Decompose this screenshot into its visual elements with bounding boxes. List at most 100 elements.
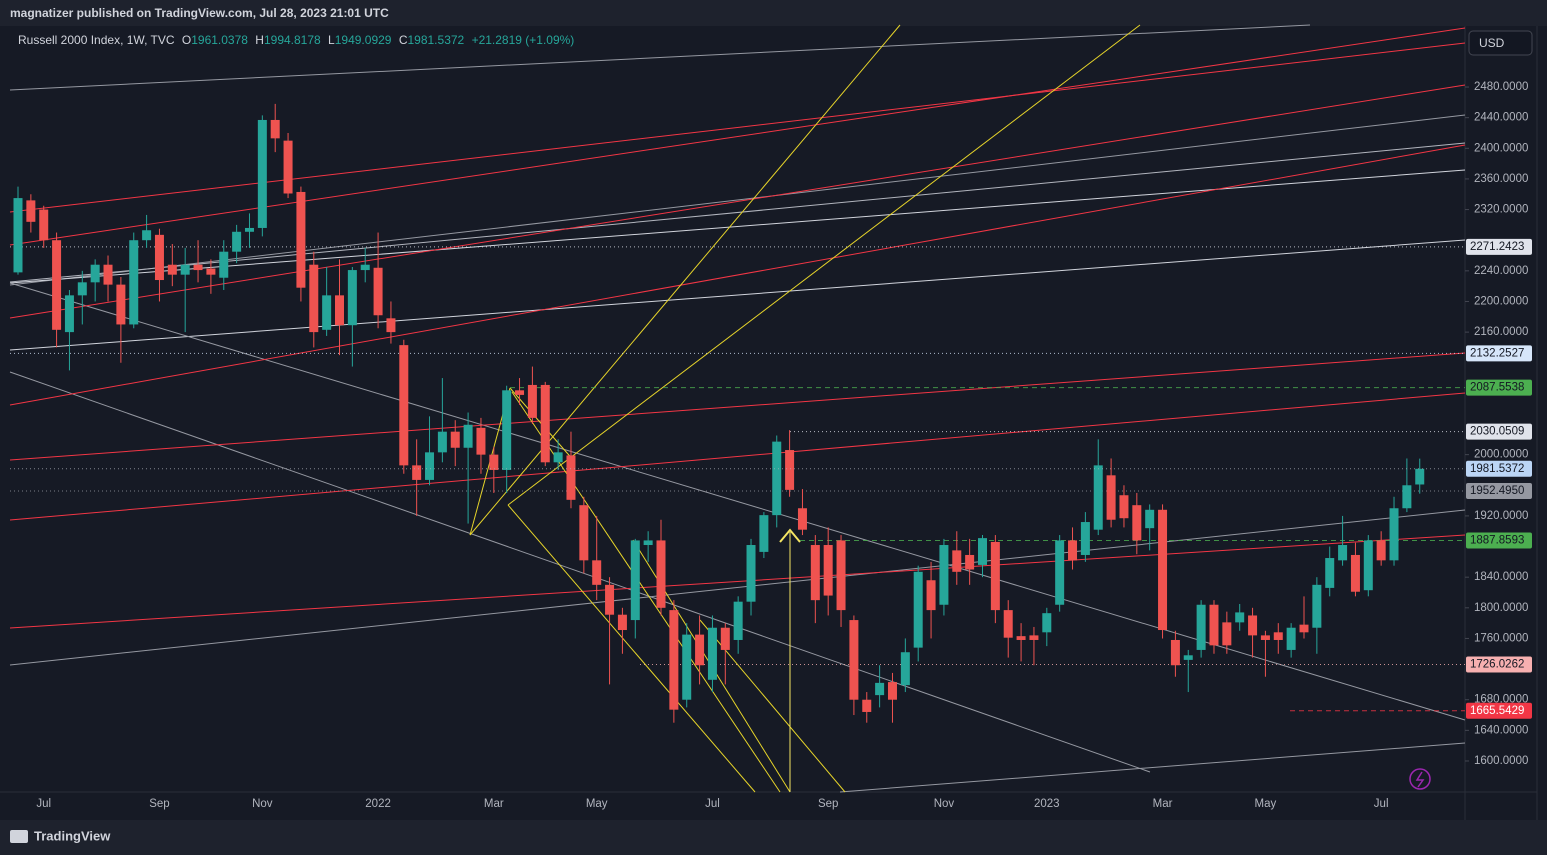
candle-body xyxy=(772,441,782,516)
candle-body xyxy=(785,450,795,490)
candle-body xyxy=(129,240,139,325)
candle-body xyxy=(52,240,62,330)
price-label: 1952.4950 xyxy=(1470,485,1524,497)
x-tick-label: 2022 xyxy=(365,798,391,810)
y-tick-label: 1800.0000 xyxy=(1474,602,1528,614)
arrow-head xyxy=(779,528,801,543)
x-tick-label: Nov xyxy=(252,798,273,810)
candle-body xyxy=(990,541,1000,611)
candle-body xyxy=(669,610,679,710)
candle-body xyxy=(489,454,499,470)
candle-body xyxy=(167,264,177,275)
y-tick-label: 2400.0000 xyxy=(1474,142,1528,154)
trend-line xyxy=(507,504,756,793)
trend-line xyxy=(9,114,1466,286)
candle-body xyxy=(425,452,435,480)
candle-body xyxy=(437,431,447,453)
candle-body xyxy=(39,209,49,241)
candle-body xyxy=(373,267,383,316)
candle-body xyxy=(1016,636,1026,640)
price-label-box xyxy=(1466,238,1532,255)
logo-mark xyxy=(10,830,28,843)
candle-body xyxy=(1325,558,1335,588)
y-tick-label: 2320.0000 xyxy=(1474,204,1528,216)
price-label: 1887.8593 xyxy=(1470,535,1524,547)
candle-body xyxy=(1338,545,1348,561)
alert-icon[interactable] xyxy=(1409,768,1431,790)
x-tick-label: May xyxy=(1255,798,1277,810)
price-label-box xyxy=(1466,483,1532,500)
candle-body xyxy=(103,264,113,285)
candle-body xyxy=(1273,632,1283,640)
candle-body xyxy=(1248,615,1258,636)
ohlc-value: 1994.8178 xyxy=(264,33,321,47)
candle-body xyxy=(759,515,769,552)
candle-body xyxy=(849,620,859,700)
currency-label[interactable]: USD xyxy=(1479,36,1505,50)
trend-line xyxy=(9,144,1466,406)
x-tick-label: Jul xyxy=(1374,798,1389,810)
price-label: 2030.0509 xyxy=(1470,426,1524,438)
ohlc-value: 1961.0378 xyxy=(191,33,248,47)
price-label-box xyxy=(1466,379,1532,396)
candle-body xyxy=(1029,635,1039,640)
candle-body xyxy=(1376,540,1386,561)
x-tick-label: Jul xyxy=(36,798,51,810)
candle-body xyxy=(347,270,357,326)
candle-body xyxy=(1209,604,1219,646)
trend-line xyxy=(9,282,1466,721)
x-tick-label: Sep xyxy=(149,798,169,810)
candle-body xyxy=(1158,509,1168,631)
price-label-box xyxy=(1466,532,1532,549)
candle-body xyxy=(605,584,615,615)
candle-body xyxy=(322,295,332,330)
candle-body xyxy=(952,550,962,572)
y-tick-label: 2240.0000 xyxy=(1474,265,1528,277)
candle-body xyxy=(978,538,987,565)
legend: Russell 2000 Index, 1W, TVC O1961.0378 H… xyxy=(18,33,574,47)
candle-body xyxy=(270,119,280,139)
candle-body xyxy=(1093,465,1103,530)
ohlc-prefix: L xyxy=(328,33,335,47)
candle-body xyxy=(1106,475,1116,520)
candle-body xyxy=(875,682,885,696)
candle-body xyxy=(154,234,164,281)
price-label: 2271.2423 xyxy=(1470,241,1524,253)
candle-body xyxy=(64,295,74,333)
ohlc-prefix: C xyxy=(399,33,408,47)
y-tick-label: 2000.0000 xyxy=(1474,449,1528,461)
candle-body xyxy=(592,560,602,585)
plot xyxy=(10,103,1465,723)
trend-line xyxy=(9,27,1466,246)
candle-body xyxy=(553,452,563,463)
y-tick-label: 1680.0000 xyxy=(1474,694,1528,706)
candle-body xyxy=(219,251,229,278)
last-price-box xyxy=(1466,460,1532,477)
candle-body xyxy=(913,571,923,648)
candle-body xyxy=(797,508,807,530)
price-label-box xyxy=(1466,702,1532,719)
y-tick-label: 2480.0000 xyxy=(1474,81,1528,93)
y-tick-label: 1840.0000 xyxy=(1474,571,1528,583)
candle-body xyxy=(643,540,653,546)
currency-button[interactable] xyxy=(1468,30,1533,56)
candle-body xyxy=(617,614,627,631)
price-label-box xyxy=(1466,423,1532,440)
bottom-bar xyxy=(0,820,1547,855)
candle-body xyxy=(682,634,692,700)
publisher-note: magnatizer published on TradingView.com,… xyxy=(10,6,389,20)
candle-body xyxy=(296,191,306,288)
candle-body xyxy=(733,601,743,640)
candle-body xyxy=(926,580,936,611)
ohlc-value: 1949.0929 xyxy=(335,33,392,47)
candle-body xyxy=(707,627,717,680)
candle-body xyxy=(206,268,216,275)
candle-body xyxy=(13,198,23,273)
candle-body xyxy=(527,384,537,418)
candle-body xyxy=(695,634,705,666)
y-tick-label: 1920.0000 xyxy=(1474,510,1528,522)
candle-body xyxy=(399,345,409,466)
candle-body xyxy=(412,465,422,480)
trend-line xyxy=(9,534,1466,629)
